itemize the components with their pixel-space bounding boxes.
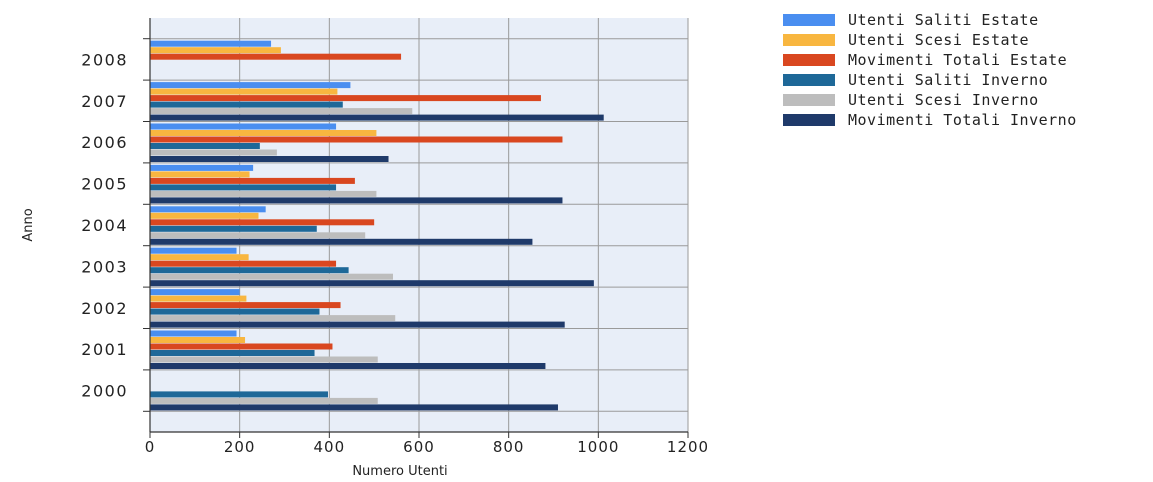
bar: [150, 88, 338, 95]
axes: [143, 18, 689, 438]
x-tick-label: 200: [224, 438, 256, 456]
legend-label: Utenti Saliti Inverno: [848, 71, 1049, 89]
x-axis-title: Numero Utenti: [352, 464, 447, 479]
legend-label: Utenti Scesi Estate: [848, 31, 1030, 49]
bar: [150, 123, 337, 130]
bar: [150, 82, 351, 89]
y-tick-label: 2002: [81, 299, 128, 318]
x-tick-label: 0: [145, 438, 156, 456]
bar: [150, 136, 563, 143]
bar: [150, 95, 541, 102]
bar: [150, 363, 546, 369]
bar: [150, 47, 281, 54]
x-tick-label: 600: [403, 438, 435, 456]
bar: [150, 232, 366, 239]
bar: [150, 177, 355, 184]
bar: [150, 247, 237, 254]
x-tick-label: 800: [493, 438, 525, 456]
legend-item: Utenti Scesi Inverno: [783, 90, 1077, 110]
bar: [150, 289, 240, 296]
bar: [150, 267, 349, 274]
bar: [150, 350, 315, 356]
bar: [150, 321, 565, 328]
legend-label: Movimenti Totali Inverno: [848, 111, 1077, 129]
y-tick-labels: 2008 2007 2006 2005 2004 2003 2002 2001 2000: [81, 50, 128, 401]
legend-item: Utenti Saliti Estate: [783, 10, 1077, 30]
y-axis-title: Anno: [21, 208, 36, 241]
legend-label: Movimenti Totali Estate: [848, 51, 1068, 69]
bar: [150, 130, 377, 136]
bar: [150, 391, 328, 398]
bar: [150, 190, 377, 197]
bar: [150, 219, 375, 226]
bar: [150, 404, 558, 411]
y-tick-label: 2000: [81, 382, 128, 401]
bar: [150, 156, 389, 162]
bar: [150, 315, 396, 322]
bar: [150, 101, 343, 108]
x-tick-label: 400: [314, 438, 346, 456]
bar: [150, 273, 393, 280]
bar: [150, 206, 266, 213]
bar: [150, 337, 246, 343]
legend-swatch: [783, 114, 835, 126]
legend-item: Movimenti Totali Inverno: [783, 110, 1077, 130]
bar: [150, 260, 337, 267]
bar: [150, 238, 533, 245]
bar: [150, 254, 249, 261]
x-tick-labels: 0 200 400 600 800 1000 1200: [145, 438, 709, 456]
y-tick-label: 2008: [81, 50, 128, 69]
y-tick-label: 2001: [81, 340, 128, 359]
bar: [150, 225, 317, 232]
bar: [150, 280, 594, 287]
y-tick-label: 2006: [81, 133, 128, 152]
x-tick-label: 1200: [667, 438, 709, 456]
legend: Utenti Saliti Estate Utenti Scesi Estate M…: [783, 10, 1077, 130]
legend-item: Movimenti Totali Estate: [783, 50, 1077, 70]
bar: [150, 356, 378, 363]
bar: [150, 308, 320, 315]
y-tick-label: 2004: [81, 216, 128, 235]
legend-label: Utenti Scesi Inverno: [848, 91, 1039, 109]
y-tick-label: 2005: [81, 175, 128, 194]
legend-swatch: [783, 54, 835, 66]
bar: [150, 171, 250, 178]
bar: [150, 114, 604, 121]
bar: [150, 108, 413, 115]
legend-swatch: [783, 94, 835, 106]
bar: [150, 330, 237, 337]
bar: [150, 397, 378, 404]
y-tick-label: 2007: [81, 92, 128, 111]
bar: [150, 343, 333, 350]
bar: [150, 164, 254, 171]
bar: [150, 40, 272, 47]
bar: [150, 143, 260, 149]
gridlines: [150, 18, 689, 432]
bar: [150, 149, 277, 156]
bar: [150, 197, 563, 204]
bar: [150, 302, 341, 309]
bar: [150, 212, 259, 219]
y-tick-label: 2003: [81, 257, 128, 276]
legend-label: Utenti Saliti Estate: [848, 11, 1039, 29]
bars: [150, 40, 604, 411]
x-tick-label: 1000: [577, 438, 619, 456]
legend-item: Utenti Scesi Estate: [783, 30, 1077, 50]
bar: [150, 184, 337, 191]
legend-item: Utenti Saliti Inverno: [783, 70, 1077, 90]
legend-swatch: [783, 14, 835, 26]
bar: [150, 53, 402, 60]
legend-swatch: [783, 34, 835, 46]
bar: [150, 295, 247, 302]
legend-swatch: [783, 74, 835, 86]
